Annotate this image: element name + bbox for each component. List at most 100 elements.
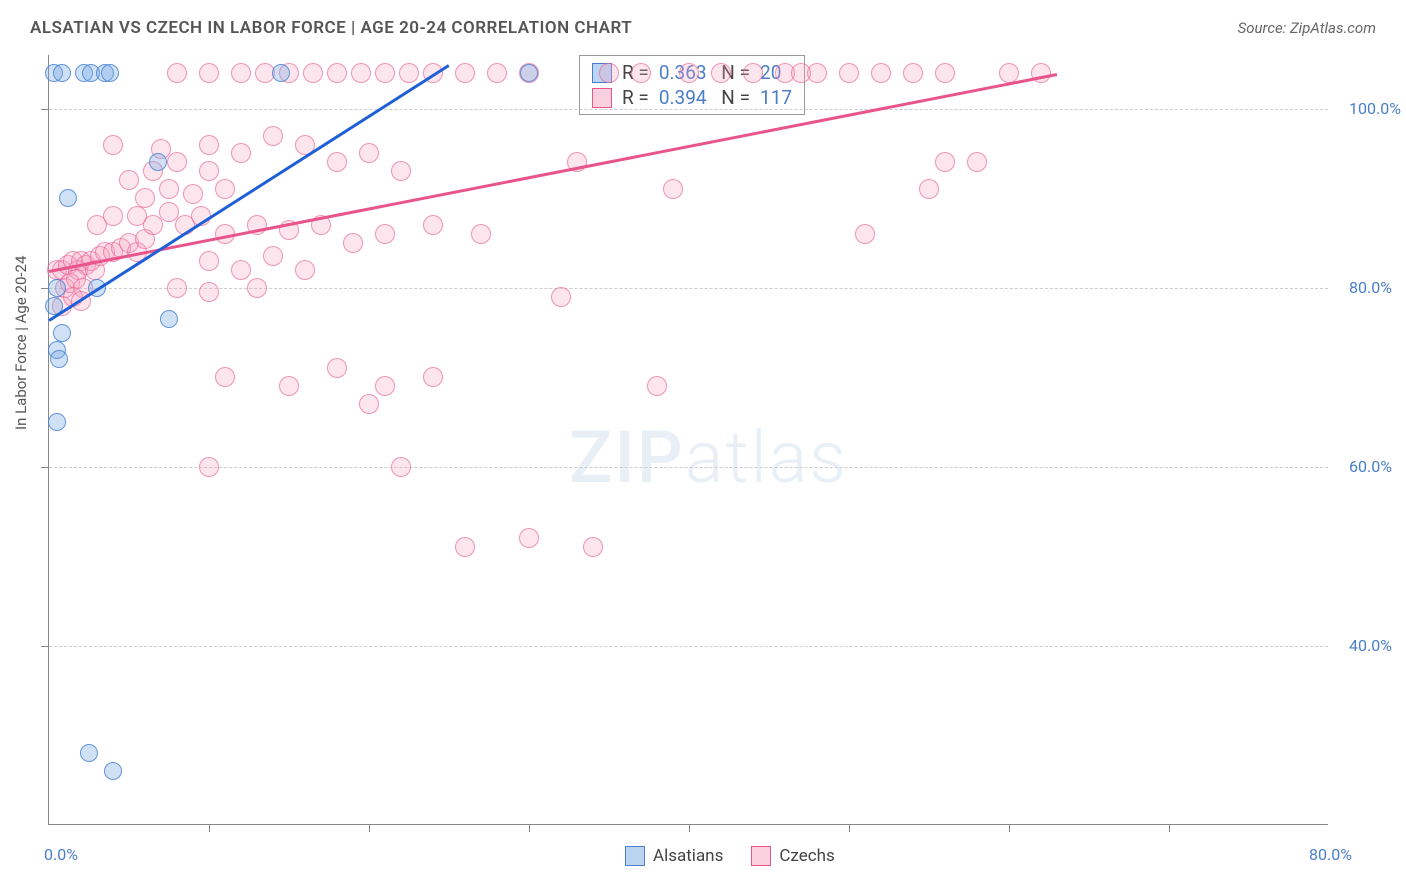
chart-header: ALSATIAN VS CZECH IN LABOR FORCE | AGE 2… [30, 18, 1376, 38]
data-point [455, 537, 475, 557]
data-point [48, 413, 66, 431]
data-point [199, 135, 219, 155]
data-point [791, 63, 811, 83]
data-point [391, 161, 411, 181]
data-point [471, 224, 491, 244]
data-point [143, 215, 163, 235]
x-tick [689, 824, 690, 832]
data-point [183, 184, 203, 204]
x-tick [1169, 824, 1170, 832]
data-point [855, 224, 875, 244]
n-value-czechs: 117 [760, 86, 792, 109]
data-point [231, 63, 251, 83]
data-point [199, 282, 219, 302]
data-point [919, 179, 939, 199]
data-point [247, 278, 267, 298]
data-point [199, 63, 219, 83]
data-point [263, 126, 283, 146]
data-point [663, 179, 683, 199]
data-point [375, 63, 395, 83]
legend-item-alsatians: Alsatians [625, 846, 723, 866]
x-tick-label: 80.0% [1309, 845, 1352, 864]
data-point [935, 63, 955, 83]
x-tick [529, 824, 530, 832]
data-point [199, 457, 219, 477]
data-point [351, 63, 371, 83]
data-point [423, 367, 443, 387]
data-point [839, 63, 859, 83]
data-point [583, 537, 603, 557]
data-point [679, 63, 699, 83]
data-point [149, 153, 167, 171]
legend-label-alsatians: Alsatians [653, 846, 723, 866]
data-point [53, 324, 71, 342]
data-point [231, 143, 251, 163]
series-legend: Alsatians Czechs [625, 846, 835, 866]
watermark: ZIPatlas [569, 415, 848, 500]
data-point [359, 394, 379, 414]
r-label: R = [622, 86, 649, 109]
data-point [551, 287, 571, 307]
data-point [80, 744, 98, 762]
gridline [49, 288, 1328, 289]
data-point [327, 63, 347, 83]
data-point [903, 63, 923, 83]
data-point [160, 310, 178, 328]
data-point [167, 278, 187, 298]
x-tick [849, 824, 850, 832]
x-tick [209, 824, 210, 832]
data-point [343, 233, 363, 253]
x-tick [369, 824, 370, 832]
data-point [103, 206, 123, 226]
x-tick [1009, 824, 1010, 832]
data-point [423, 215, 443, 235]
data-point [967, 152, 987, 172]
data-point [743, 63, 763, 83]
chart-title: ALSATIAN VS CZECH IN LABOR FORCE | AGE 2… [30, 18, 632, 38]
y-tick-label: 60.0% [1349, 457, 1392, 476]
data-point [455, 63, 475, 83]
data-point [519, 528, 539, 548]
data-point [359, 143, 379, 163]
y-tick [41, 467, 49, 468]
data-point [520, 64, 538, 82]
data-point [231, 260, 251, 280]
data-point [327, 358, 347, 378]
gridline [49, 109, 1328, 110]
data-point [59, 189, 77, 207]
legend-label-czechs: Czechs [779, 846, 834, 866]
swatch-pink-icon [592, 88, 612, 108]
data-point [215, 367, 235, 387]
data-point [631, 63, 651, 83]
y-tick-label: 40.0% [1349, 636, 1392, 655]
legend-item-czechs: Czechs [751, 846, 834, 866]
data-point [263, 246, 283, 266]
y-tick-label: 80.0% [1349, 278, 1392, 297]
gridline [49, 646, 1328, 647]
data-point [199, 161, 219, 181]
data-point [327, 152, 347, 172]
data-point [167, 63, 187, 83]
data-point [303, 63, 323, 83]
data-point [119, 170, 139, 190]
data-point [871, 63, 891, 83]
y-axis-label: In Labor Force | Age 20-24 [12, 256, 30, 430]
data-point [101, 64, 119, 82]
y-tick [41, 646, 49, 647]
data-point [711, 63, 731, 83]
y-tick-label: 100.0% [1349, 99, 1401, 118]
data-point [375, 224, 395, 244]
scatter-chart: ZIPatlas R = 0.363 N = 20 R = 0.394 N = … [48, 55, 1328, 825]
data-point [279, 376, 299, 396]
data-point [391, 457, 411, 477]
x-tick-label: 0.0% [44, 845, 78, 864]
data-point [48, 279, 66, 297]
r-value-czechs: 0.394 [659, 86, 707, 109]
data-point [159, 179, 179, 199]
data-point [399, 63, 419, 83]
data-point [104, 762, 122, 780]
data-point [935, 152, 955, 172]
swatch-pink-icon [751, 846, 771, 866]
data-point [50, 350, 68, 368]
data-point [487, 63, 507, 83]
